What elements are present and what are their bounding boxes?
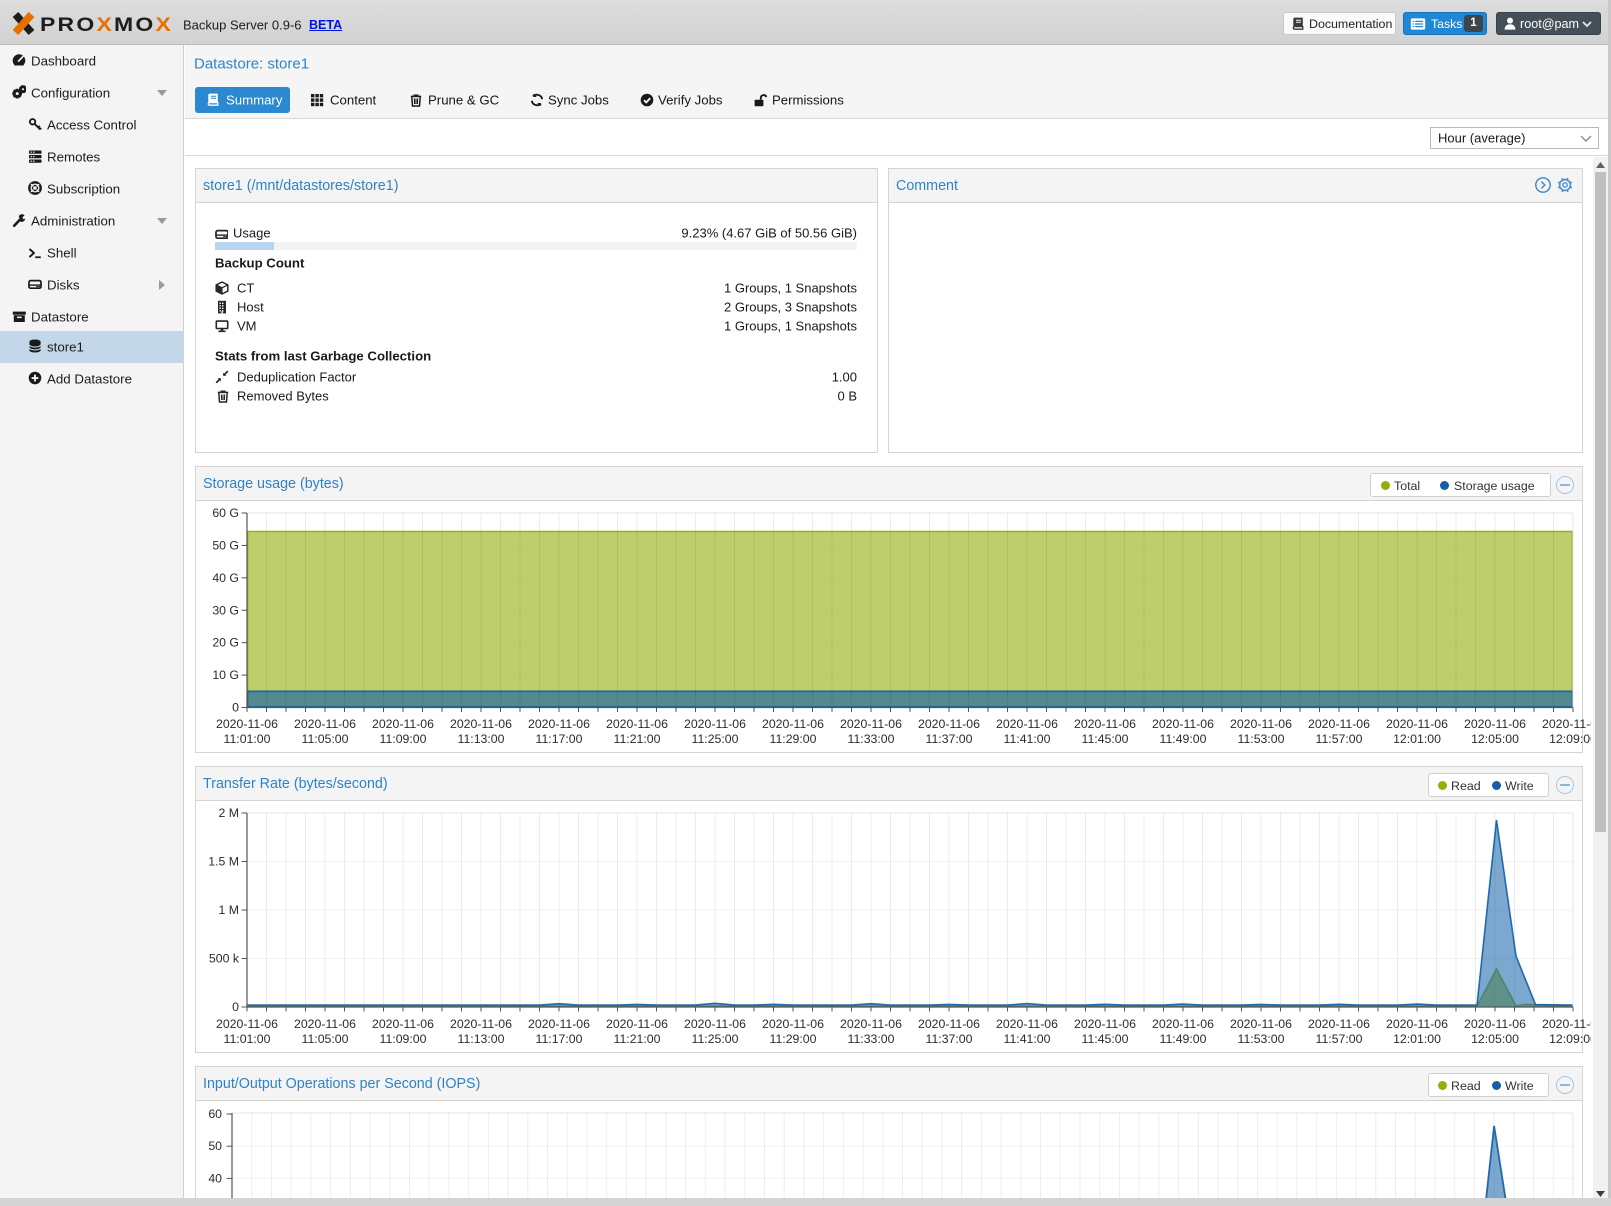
svg-text:11:29:00: 11:29:00 xyxy=(770,732,817,746)
svg-text:2020-11-06: 2020-11-06 xyxy=(1386,717,1448,731)
svg-text:12:01:00: 12:01:00 xyxy=(1393,1032,1441,1046)
svg-text:11:33:00: 11:33:00 xyxy=(848,732,895,746)
svg-text:60 G: 60 G xyxy=(212,506,239,520)
svg-text:2020-11-06: 2020-11-06 xyxy=(606,1017,668,1031)
svg-text:2020-11-06: 2020-11-06 xyxy=(762,717,824,731)
svg-text:0: 0 xyxy=(232,701,239,715)
svg-text:11:29:00: 11:29:00 xyxy=(770,1032,817,1046)
svg-text:2020-11-06: 2020-11-06 xyxy=(450,1017,512,1031)
svg-text:1 M: 1 M xyxy=(219,903,240,917)
svg-text:11:33:00: 11:33:00 xyxy=(848,1032,895,1046)
svg-text:11:53:00: 11:53:00 xyxy=(1238,732,1285,746)
svg-text:2020-11-06: 2020-11-06 xyxy=(450,717,512,731)
svg-text:11:05:00: 11:05:00 xyxy=(302,732,349,746)
svg-text:2020-11-06: 2020-11-06 xyxy=(372,1017,434,1031)
svg-text:2020-11-06: 2020-11-06 xyxy=(216,717,278,731)
svg-text:12:05:00: 12:05:00 xyxy=(1471,732,1519,746)
svg-text:40: 40 xyxy=(208,1171,222,1185)
svg-text:12:09:00: 12:09:00 xyxy=(1549,1032,1591,1046)
svg-text:12:01:00: 12:01:00 xyxy=(1393,732,1441,746)
svg-text:60: 60 xyxy=(208,1107,222,1121)
svg-text:2020-11-06: 2020-11-06 xyxy=(1542,1017,1591,1031)
svg-text:2020-11-06: 2020-11-06 xyxy=(294,717,356,731)
svg-text:2020-11-06: 2020-11-06 xyxy=(1308,1017,1370,1031)
svg-text:2020-11-06: 2020-11-06 xyxy=(372,717,434,731)
svg-text:2020-11-06: 2020-11-06 xyxy=(294,1017,356,1031)
svg-text:2 M: 2 M xyxy=(219,806,240,820)
svg-text:2020-11-06: 2020-11-06 xyxy=(528,717,590,731)
svg-text:11:49:00: 11:49:00 xyxy=(1160,732,1207,746)
svg-text:2020-11-06: 2020-11-06 xyxy=(996,1017,1058,1031)
svg-text:2020-11-06: 2020-11-06 xyxy=(1308,717,1370,731)
svg-text:11:57:00: 11:57:00 xyxy=(1316,732,1363,746)
svg-text:2020-11-06: 2020-11-06 xyxy=(684,717,746,731)
svg-text:2020-11-06: 2020-11-06 xyxy=(1542,717,1591,731)
svg-text:2020-11-06: 2020-11-06 xyxy=(1230,717,1292,731)
svg-text:11:01:00: 11:01:00 xyxy=(224,1032,271,1046)
svg-text:11:41:00: 11:41:00 xyxy=(1004,1032,1051,1046)
svg-text:2020-11-06: 2020-11-06 xyxy=(840,717,902,731)
svg-text:50: 50 xyxy=(208,1139,222,1153)
svg-text:2020-11-06: 2020-11-06 xyxy=(528,1017,590,1031)
svg-text:11:09:00: 11:09:00 xyxy=(380,732,427,746)
svg-text:2020-11-06: 2020-11-06 xyxy=(216,1017,278,1031)
svg-text:11:09:00: 11:09:00 xyxy=(380,1032,427,1046)
svg-text:2020-11-06: 2020-11-06 xyxy=(762,1017,824,1031)
svg-text:2020-11-06: 2020-11-06 xyxy=(918,717,980,731)
svg-text:11:37:00: 11:37:00 xyxy=(926,1032,973,1046)
svg-text:2020-11-06: 2020-11-06 xyxy=(996,717,1058,731)
svg-text:11:13:00: 11:13:00 xyxy=(458,1032,505,1046)
svg-text:50 G: 50 G xyxy=(212,538,239,552)
svg-text:11:49:00: 11:49:00 xyxy=(1160,1032,1207,1046)
svg-text:2020-11-06: 2020-11-06 xyxy=(1152,717,1214,731)
svg-text:2020-11-06: 2020-11-06 xyxy=(1464,717,1526,731)
svg-text:11:05:00: 11:05:00 xyxy=(302,1032,349,1046)
svg-text:11:21:00: 11:21:00 xyxy=(614,732,661,746)
svg-text:10 G: 10 G xyxy=(212,668,239,682)
svg-text:500 k: 500 k xyxy=(209,952,240,966)
svg-text:40 G: 40 G xyxy=(212,571,239,585)
svg-text:11:53:00: 11:53:00 xyxy=(1238,1032,1285,1046)
svg-text:11:37:00: 11:37:00 xyxy=(926,732,973,746)
svg-text:2020-11-06: 2020-11-06 xyxy=(1152,1017,1214,1031)
svg-text:11:17:00: 11:17:00 xyxy=(536,732,583,746)
svg-text:0: 0 xyxy=(232,1000,239,1014)
svg-text:11:17:00: 11:17:00 xyxy=(536,1032,583,1046)
svg-text:12:09:00: 12:09:00 xyxy=(1549,732,1591,746)
svg-text:2020-11-06: 2020-11-06 xyxy=(1230,1017,1292,1031)
svg-text:11:45:00: 11:45:00 xyxy=(1082,732,1129,746)
svg-text:2020-11-06: 2020-11-06 xyxy=(684,1017,746,1031)
svg-text:2020-11-06: 2020-11-06 xyxy=(606,717,668,731)
svg-text:2020-11-06: 2020-11-06 xyxy=(840,1017,902,1031)
svg-text:2020-11-06: 2020-11-06 xyxy=(1386,1017,1448,1031)
svg-text:30 G: 30 G xyxy=(212,603,239,617)
svg-text:11:01:00: 11:01:00 xyxy=(224,732,271,746)
svg-text:1.5 M: 1.5 M xyxy=(208,855,239,869)
svg-text:12:05:00: 12:05:00 xyxy=(1471,1032,1519,1046)
svg-text:11:25:00: 11:25:00 xyxy=(692,732,739,746)
svg-text:11:13:00: 11:13:00 xyxy=(458,732,505,746)
svg-text:2020-11-06: 2020-11-06 xyxy=(1074,717,1136,731)
svg-text:11:25:00: 11:25:00 xyxy=(692,1032,739,1046)
svg-text:20 G: 20 G xyxy=(212,636,239,650)
svg-text:11:21:00: 11:21:00 xyxy=(614,1032,661,1046)
svg-text:11:57:00: 11:57:00 xyxy=(1316,1032,1363,1046)
svg-text:11:45:00: 11:45:00 xyxy=(1082,1032,1129,1046)
svg-text:2020-11-06: 2020-11-06 xyxy=(918,1017,980,1031)
svg-text:2020-11-06: 2020-11-06 xyxy=(1074,1017,1136,1031)
svg-text:11:41:00: 11:41:00 xyxy=(1004,732,1051,746)
svg-text:2020-11-06: 2020-11-06 xyxy=(1464,1017,1526,1031)
